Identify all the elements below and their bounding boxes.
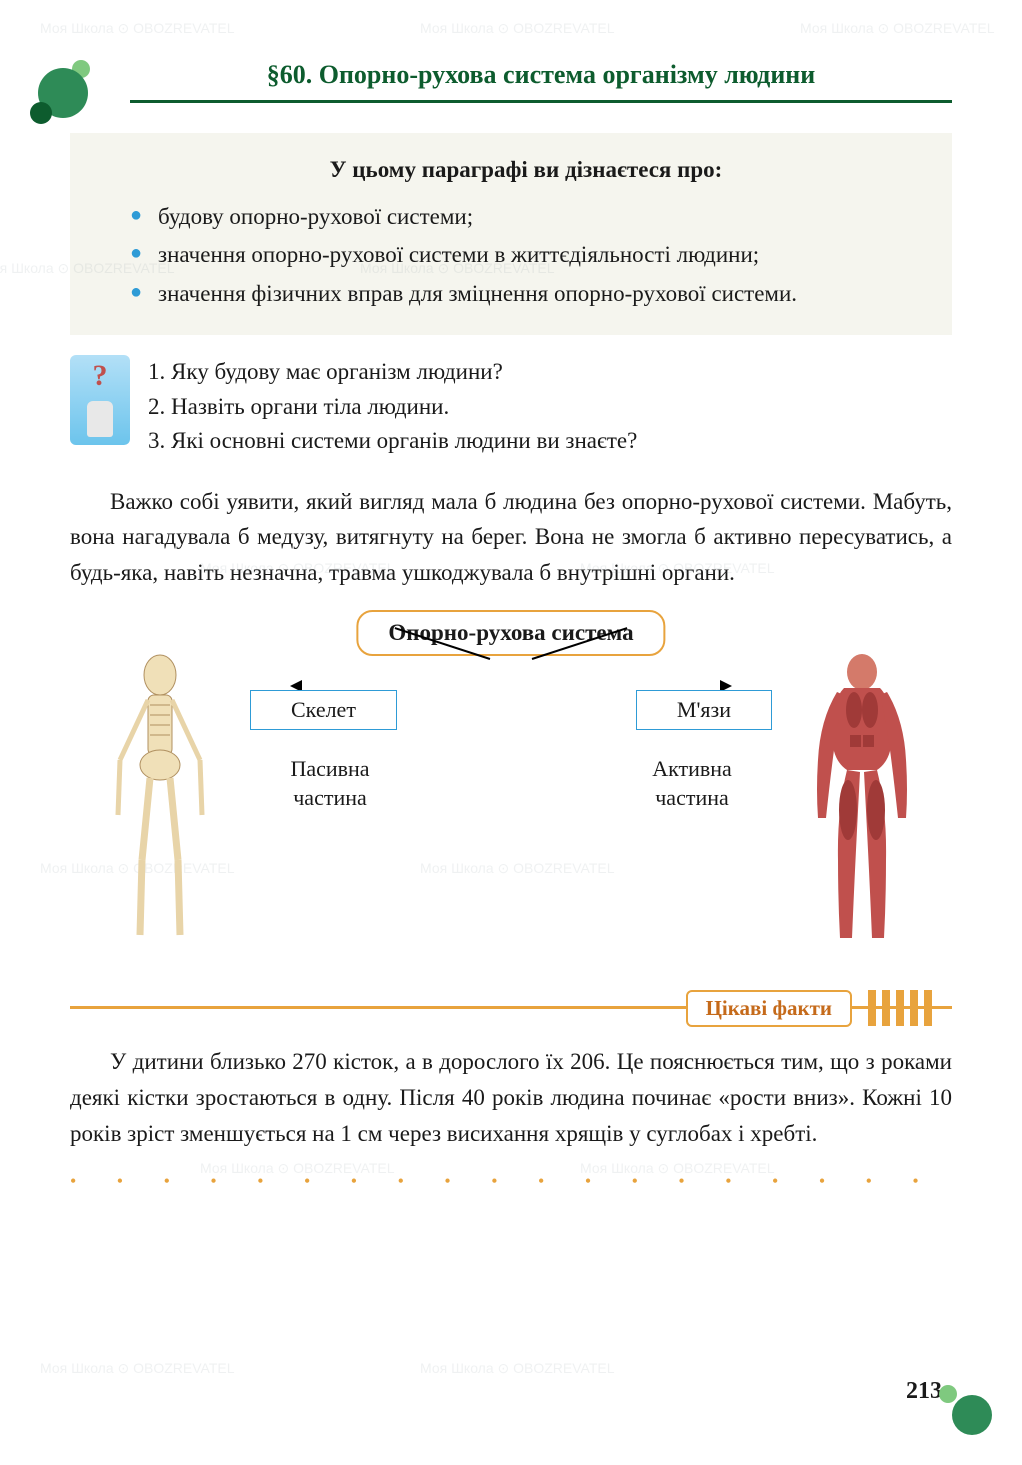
question-item: 2. Назвіть органи тіла людини. — [148, 390, 637, 425]
watermark: Моя Школа ⊙ OBOZREVATEL — [420, 1360, 615, 1377]
watermark: Моя Школа ⊙ OBOZREVATEL — [420, 20, 615, 37]
musculoskeletal-diagram: Опорно-рухова система Скелет М'язи Пасив… — [70, 610, 952, 970]
section-title: §60. Опорно-рухова система організму люд… — [130, 60, 952, 100]
watermark: Моя Школа ⊙ OBOZREVATEL — [40, 20, 235, 37]
skeleton-icon — [100, 650, 220, 950]
circle-icon — [939, 1385, 957, 1403]
robot-question-icon — [70, 355, 130, 445]
diagram-sub-node-muscles: М'язи — [636, 690, 772, 730]
learn-item: значення опорно-рухової системи в життєд… — [130, 238, 922, 273]
learn-list: будову опорно-рухової системи; значення … — [130, 200, 922, 312]
muscle-figure — [802, 650, 922, 950]
skeleton-figure — [100, 650, 220, 950]
facts-label: Цікаві факти — [686, 990, 852, 1027]
question-block: 1. Яку будову має організм людини? 2. На… — [70, 355, 952, 459]
circle-icon — [30, 102, 52, 124]
muscle-icon — [802, 650, 922, 950]
dots-divider: • • • • • • • • • • • • • • • • • • • • … — [70, 1171, 952, 1192]
learn-title: У цьому параграфі ви дізнаєтеся про: — [130, 153, 922, 188]
header-decoration — [30, 60, 100, 130]
facts-bars-icon — [868, 990, 932, 1026]
learn-item: значення фізичних вправ для зміцнення оп… — [130, 277, 922, 312]
learn-box: У цьому параграфі ви дізнаєтеся про: буд… — [70, 133, 952, 335]
textbook-page: Моя Школа ⊙ OBOZREVATEL Моя Школа ⊙ OBOZ… — [0, 0, 1022, 1465]
facts-banner: Цікаві факти — [70, 990, 952, 1026]
body-paragraph: Важко собі уявити, який вигляд мала б лю… — [70, 484, 952, 591]
diagram-label-passive: Пасивна частина — [255, 755, 405, 812]
learn-item: будову опорно-рухової системи; — [130, 200, 922, 235]
diagram-main-node: Опорно-рухова система — [356, 610, 665, 656]
diagram-label-active: Активна частина — [617, 755, 767, 812]
watermark: Моя Школа ⊙ OBOZREVATEL — [800, 20, 995, 37]
diagram-sub-node-skeleton: Скелет — [250, 690, 397, 730]
title-underline — [130, 100, 952, 103]
question-list: 1. Яку будову має організм людини? 2. На… — [148, 355, 637, 459]
circle-icon — [952, 1395, 992, 1435]
question-item: 1. Яку будову має організм людини? — [148, 355, 637, 390]
watermark: Моя Школа ⊙ OBOZREVATEL — [40, 1360, 235, 1377]
facts-text: У дитини близько 270 кісток, а в доросло… — [70, 1044, 952, 1151]
corner-decoration — [932, 1375, 992, 1435]
question-item: 3. Які основні системи органів людини ви… — [148, 424, 637, 459]
